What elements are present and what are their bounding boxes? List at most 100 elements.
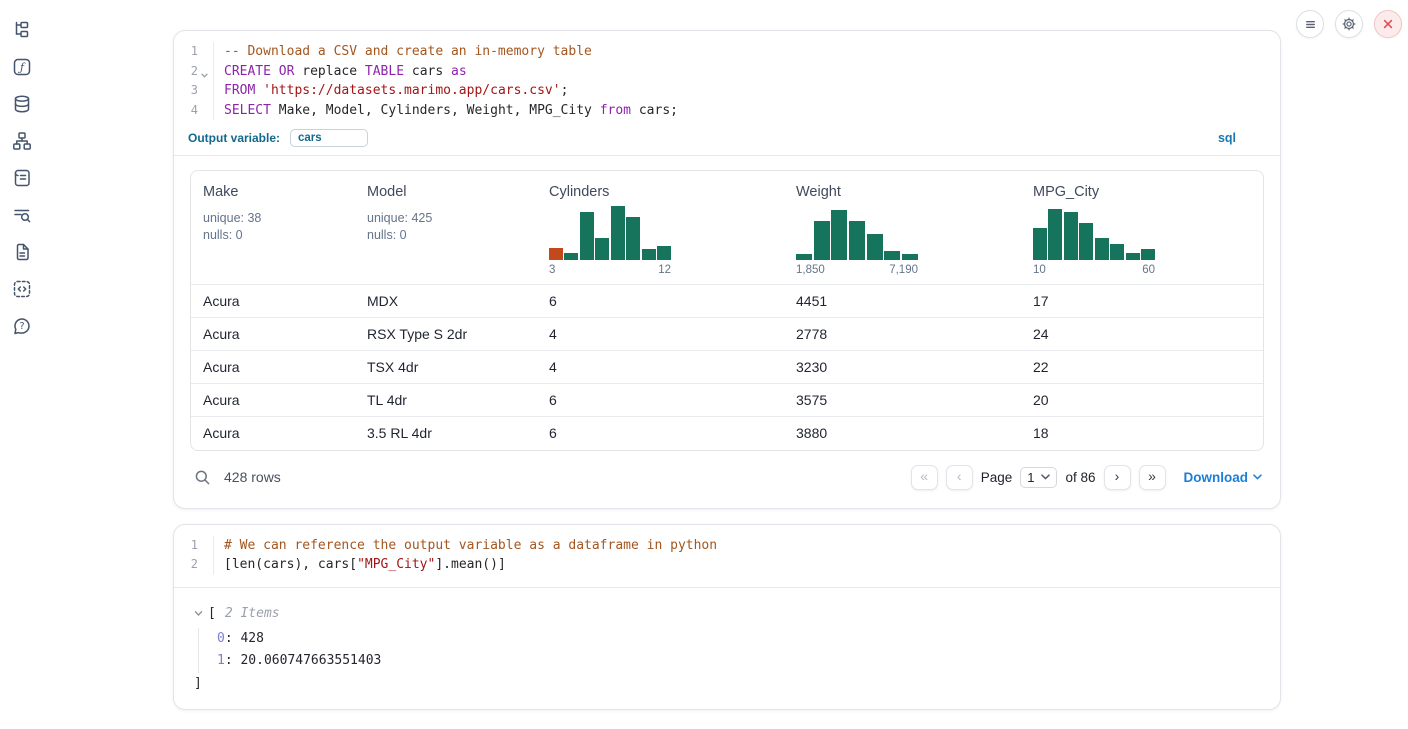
collapse-chevron-icon[interactable] <box>194 609 203 618</box>
scroll-icon[interactable] <box>12 168 32 188</box>
table-row: AcuraTL 4dr6357520 <box>191 384 1263 417</box>
histogram-bar <box>1079 223 1093 260</box>
last-page-button[interactable]: » <box>1139 465 1166 490</box>
column-header-model[interactable]: Model unique: 425 nulls: 0 <box>355 171 537 285</box>
database-icon[interactable] <box>12 94 32 114</box>
mpg-city-histogram: 10 60 <box>1033 206 1155 276</box>
language-badge: sql <box>1218 131 1236 145</box>
column-stat-nulls: nulls: 0 <box>367 227 527 244</box>
histogram-bar <box>796 254 812 260</box>
search-icon[interactable] <box>194 469 211 486</box>
histogram-bar <box>902 254 918 260</box>
chevron-down-icon <box>1253 474 1262 480</box>
table-row: Acura3.5 RL 4dr6388018 <box>191 417 1263 450</box>
histogram-bar <box>884 251 900 260</box>
column-header-make[interactable]: Make unique: 38 nulls: 0 <box>191 171 355 285</box>
histogram-bar <box>595 238 609 260</box>
file-tree-icon[interactable] <box>12 20 32 40</box>
dependency-graph-icon[interactable] <box>12 131 32 151</box>
first-page-button[interactable]: « <box>911 465 938 490</box>
histogram-bar <box>814 221 830 260</box>
open-bracket: [ <box>208 605 216 623</box>
top-actions <box>1296 10 1402 38</box>
previous-page-button[interactable]: ‹ <box>946 465 973 490</box>
python-cell: 1 # We can reference the output variable… <box>173 524 1281 710</box>
function-icon[interactable]: ƒ <box>12 57 32 77</box>
sql-code-editor[interactable]: 1 -- Download a CSV and create an in-mem… <box>174 31 1280 125</box>
svg-text:?: ? <box>19 321 24 332</box>
hist-min-label: 1,850 <box>796 264 825 276</box>
histogram-bar <box>1033 228 1047 260</box>
histogram-bar <box>580 212 594 260</box>
hist-min-label: 10 <box>1033 264 1046 276</box>
weight-histogram: 1,850 7,190 <box>796 206 918 276</box>
list-item: 0: 428 <box>217 628 1280 651</box>
page-select[interactable]: 1 <box>1020 467 1057 488</box>
column-stat-unique: unique: 38 <box>203 210 345 227</box>
item-value: 428 <box>240 631 263 646</box>
row-count: 428 rows <box>224 469 281 485</box>
items-count-label: 2 Items <box>225 605 280 623</box>
hist-max-label: 12 <box>658 264 671 276</box>
column-stat-unique: unique: 425 <box>367 210 527 227</box>
hist-min-label: 3 <box>549 264 555 276</box>
table-footer: 428 rows « ‹ Page 1 of 86 › » Download <box>174 451 1280 492</box>
document-icon[interactable] <box>12 242 32 262</box>
histogram-bar <box>549 248 563 260</box>
column-header-cylinders[interactable]: Cylinders 312 <box>537 171 784 285</box>
code-line[interactable]: 4 SELECT Make, Model, Cylinders, Weight,… <box>174 101 1280 121</box>
next-page-button[interactable]: › <box>1104 465 1131 490</box>
output-variable-row: Output variable: sql <box>174 125 1280 156</box>
python-output-tree: [ 2 Items 0: 428 1: 20.060747663551403 ] <box>174 588 1280 709</box>
histogram-bar <box>849 221 865 260</box>
histogram-bar <box>611 206 625 260</box>
output-variable-input[interactable] <box>290 129 368 147</box>
histogram-bar <box>867 234 883 260</box>
column-header-mpg-city[interactable]: MPG_City 1060 <box>1021 171 1263 285</box>
pagination: « ‹ Page 1 of 86 › » Download <box>911 465 1262 490</box>
histogram-bar <box>1064 212 1078 260</box>
histogram-bar <box>642 249 656 260</box>
histogram-bar <box>831 210 847 260</box>
code-line[interactable]: 1 # We can reference the output variable… <box>174 536 1280 556</box>
column-header-weight[interactable]: Weight 1,8507,190 <box>784 171 1021 285</box>
table-row: AcuraMDX6445117 <box>191 285 1263 318</box>
results-table: Make unique: 38 nulls: 0 Model unique: 4… <box>190 170 1264 451</box>
download-button[interactable]: Download <box>1184 470 1263 485</box>
help-icon[interactable]: ? <box>12 316 32 336</box>
menu-icon[interactable] <box>1296 10 1324 38</box>
table-row: AcuraTSX 4dr4323022 <box>191 351 1263 384</box>
sql-cell: 1 -- Download a CSV and create an in-mem… <box>173 30 1281 509</box>
settings-gear-icon[interactable] <box>1335 10 1363 38</box>
item-value: 20.060747663551403 <box>240 653 381 668</box>
left-sidebar: ƒ ? <box>0 0 46 336</box>
histogram-bar <box>1141 249 1155 260</box>
histogram-bar <box>564 253 578 260</box>
histogram-bar <box>626 217 640 260</box>
close-icon[interactable] <box>1374 10 1402 38</box>
notebook: 1 -- Download a CSV and create an in-mem… <box>173 30 1281 710</box>
table-row: AcuraRSX Type S 2dr4277824 <box>191 318 1263 351</box>
fold-chevron-icon[interactable] <box>200 67 209 76</box>
cylinders-histogram: 3 12 <box>549 206 671 276</box>
histogram-bar <box>1095 238 1109 260</box>
code-line[interactable]: 1 -- Download a CSV and create an in-mem… <box>174 42 1280 62</box>
code-line[interactable]: 2 CREATE OR replace TABLE cars as <box>174 62 1280 82</box>
code-line[interactable]: 2 [len(cars), cars["MPG_City"].mean()] <box>174 555 1280 575</box>
histogram-bar <box>1110 244 1124 260</box>
histogram-bar <box>1126 253 1140 260</box>
code-line[interactable]: 3 FROM 'https://datasets.marimo.app/cars… <box>174 81 1280 101</box>
list-item: 1: 20.060747663551403 <box>217 650 1280 673</box>
page-total-label: of 86 <box>1065 470 1095 485</box>
list-search-icon[interactable] <box>12 205 32 225</box>
chevron-down-icon <box>1041 474 1050 480</box>
close-bracket: ] <box>194 676 1280 691</box>
histogram-bar <box>1048 209 1062 260</box>
column-stat-nulls: nulls: 0 <box>203 227 345 244</box>
code-snippets-icon[interactable] <box>12 279 32 299</box>
page-label: Page <box>981 470 1013 485</box>
svg-text:ƒ: ƒ <box>17 61 26 74</box>
hist-max-label: 7,190 <box>889 264 918 276</box>
python-code-editor[interactable]: 1 # We can reference the output variable… <box>174 525 1280 580</box>
hist-max-label: 60 <box>1142 264 1155 276</box>
